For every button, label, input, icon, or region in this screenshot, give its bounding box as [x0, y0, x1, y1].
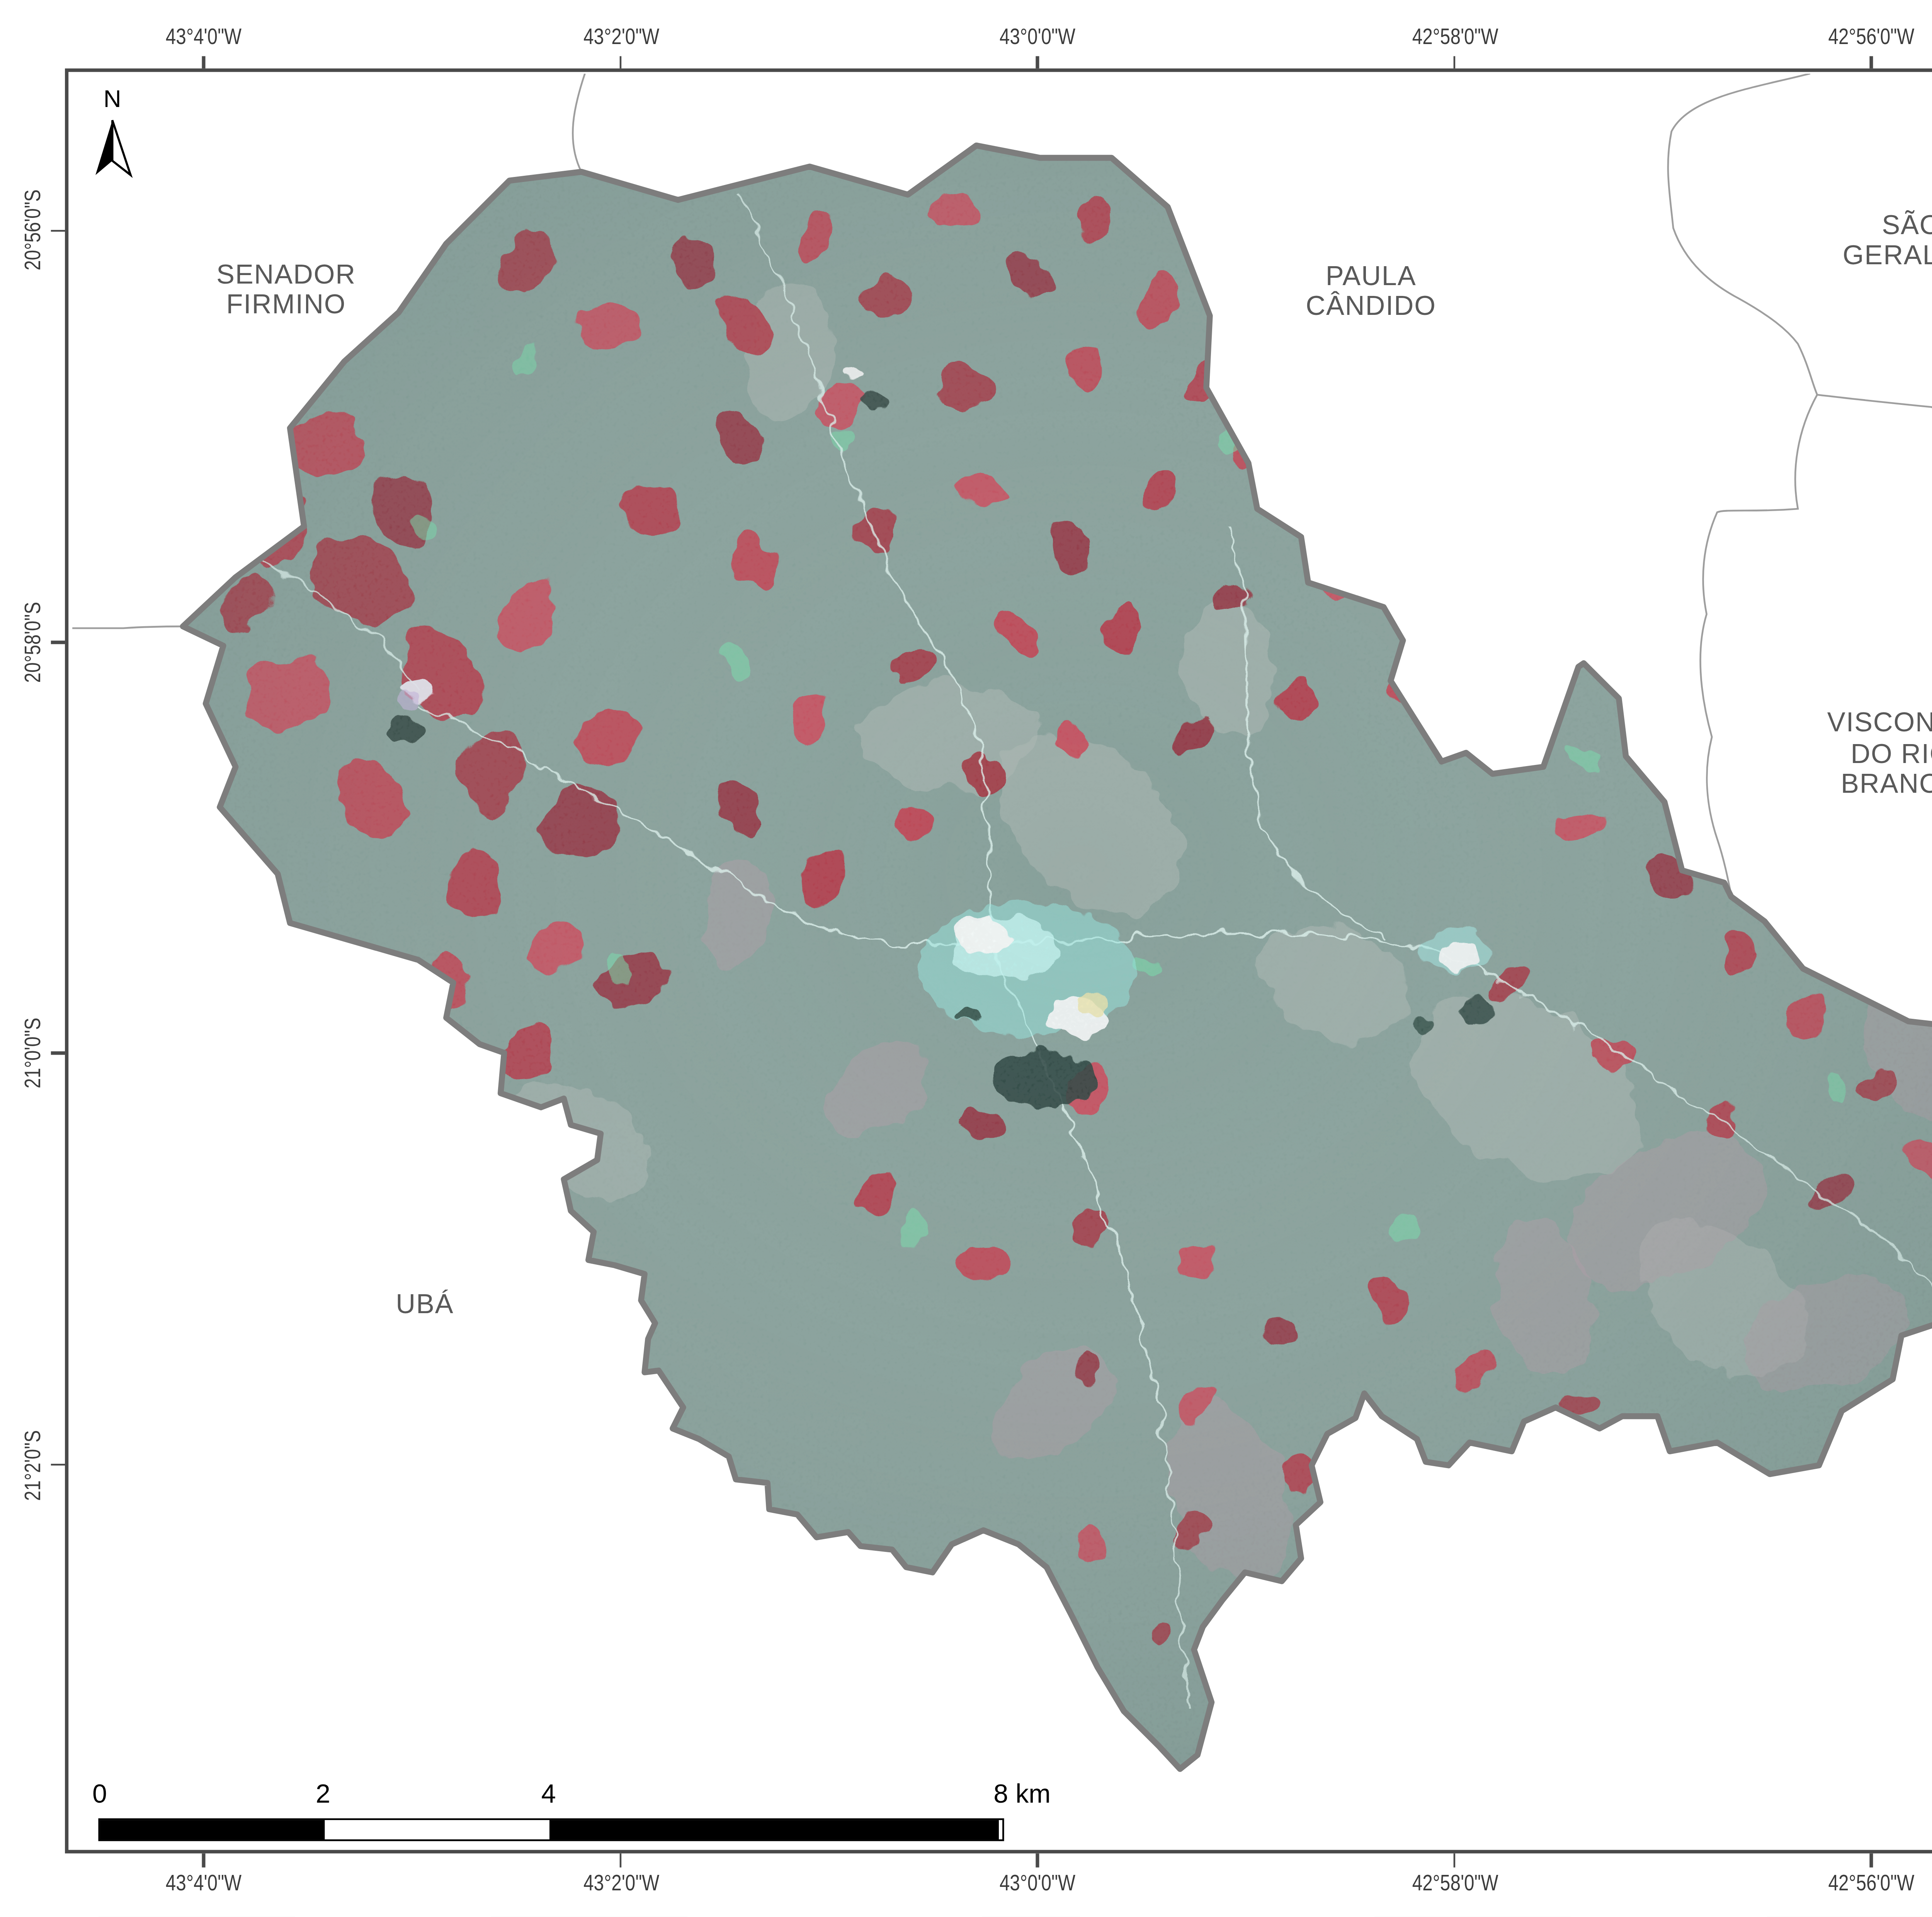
north-arrow-right-half [112, 120, 131, 175]
tick-left-3 [51, 1052, 65, 1055]
tick-left-4 [51, 1463, 65, 1466]
satellite-map-canvas [70, 74, 1932, 1849]
lon-label-bottom-4: 42°58'0"W [1411, 1871, 1497, 1896]
lat-label-1: 20°56'0"S [21, 190, 46, 271]
north-arrow-label: N [104, 85, 121, 112]
scalebar-label-0: 0 [92, 1778, 107, 1808]
scalebar [98, 1817, 1003, 1841]
north-arrow: N [83, 81, 146, 182]
north-arrow-left-half [95, 120, 112, 175]
tick-top-5 [1870, 55, 1872, 69]
lat-label-4: 21°2'0"S [21, 1429, 46, 1500]
tick-top-1 [202, 55, 205, 69]
place-label-visconde: VISCONDE DO RIO BRANCO [1827, 707, 1932, 799]
lat-label-3: 21°0'0"S [21, 1018, 46, 1089]
tick-bottom-5 [1870, 1854, 1872, 1868]
place-label-paula-candido: PAULA CÂNDIDO [1306, 260, 1436, 321]
scalebar-seg-black-1 [100, 1819, 325, 1839]
tick-bottom-4 [1453, 1854, 1456, 1868]
lon-label-top-3: 43°0'0"W [1000, 25, 1075, 49]
lon-label-top-5: 42°56'0"W [1828, 25, 1914, 49]
lon-label-bottom-5: 42°56'0"W [1828, 1871, 1914, 1896]
place-label-sao-geraldo: SÃO GERALDO [1843, 209, 1932, 270]
lon-label-bottom-2: 43°2'0"W [583, 1871, 658, 1896]
tick-top-3 [1036, 55, 1039, 69]
tick-bottom-2 [619, 1854, 622, 1868]
lon-label-bottom-3: 43°0'0"W [1000, 1871, 1075, 1896]
scalebar-seg-black-2 [549, 1819, 999, 1839]
lon-label-top-4: 42°58'0"W [1411, 25, 1497, 49]
tick-left-2 [51, 641, 65, 643]
scalebar-label-4: 4 [541, 1778, 556, 1808]
lat-label-2: 20°58'0"S [21, 602, 46, 683]
municipality-imagery [70, 74, 1932, 1849]
tick-bottom-1 [202, 1854, 205, 1868]
tick-top-2 [619, 55, 622, 69]
scalebar-label-2: 2 [316, 1778, 330, 1808]
scalebar-label-8km: 8 km [993, 1778, 1051, 1808]
place-label-uba: UBÁ [396, 1289, 454, 1320]
place-label-senador-firmino: SENADOR FIRMINO [216, 258, 356, 320]
lon-label-top-2: 43°2'0"W [583, 25, 658, 49]
lon-label-top-1: 43°4'0"W [166, 25, 242, 49]
lon-label-bottom-1: 43°4'0"W [166, 1871, 242, 1896]
tick-bottom-3 [1036, 1854, 1039, 1868]
tick-left-1 [51, 229, 65, 232]
map-layout-page: N SENADOR FIRMINO PAULA CÂNDIDO SÃO GERA… [0, 0, 1932, 1917]
tick-top-4 [1453, 55, 1456, 69]
